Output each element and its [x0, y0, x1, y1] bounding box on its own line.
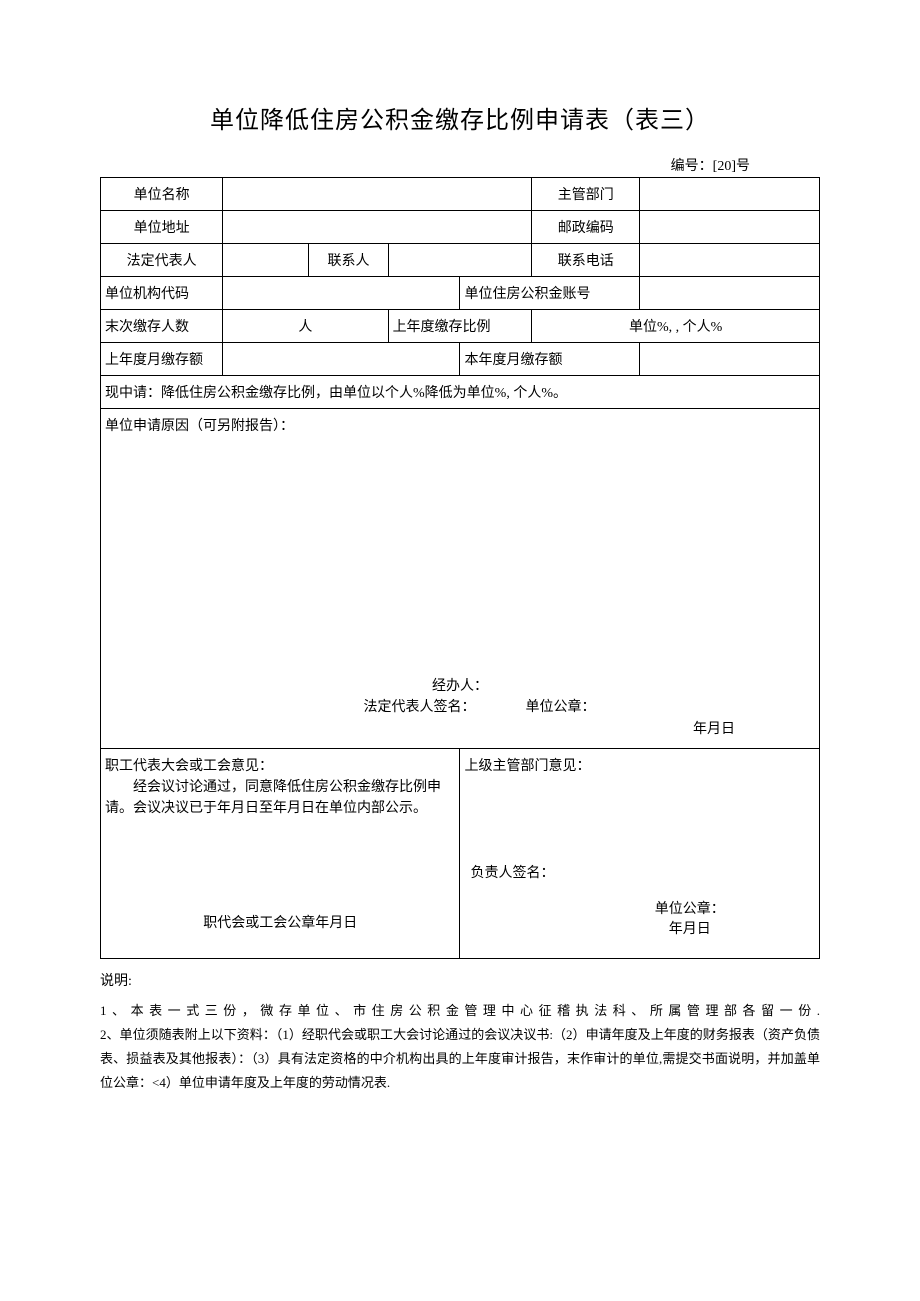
superior-stamp: 单位公章： — [464, 898, 815, 918]
label-legal-rep: 法定代表人 — [101, 244, 223, 277]
handler-label: 经办人： — [105, 675, 815, 695]
superior-title: 上级主管部门意见： — [464, 755, 815, 775]
label-fund-account: 单位住房公积金账号 — [460, 277, 640, 310]
field-last-year-ratio[interactable]: 单位%, , 个人% — [532, 310, 820, 343]
application-form-table: 单位名称 主管部门 单位地址 邮政编码 法定代表人 联系人 联系电话 单位机构代… — [100, 177, 820, 959]
field-department[interactable] — [640, 178, 820, 211]
label-unit-address: 单位地址 — [101, 211, 223, 244]
label-contact: 联系人 — [309, 244, 388, 277]
field-org-code[interactable] — [223, 277, 460, 310]
label-last-count: 末次缴存人数 — [101, 310, 223, 343]
label-postcode: 邮政编码 — [532, 211, 640, 244]
union-body: 经会议讨论通过，同意降低住房公积金缴存比例申请。会议决议已于年月日至年月日在单位… — [105, 777, 455, 819]
notes-title: 说明: — [100, 969, 820, 995]
field-last-count[interactable]: 人 — [223, 310, 388, 343]
superior-opinion-cell[interactable]: 上级主管部门意见： 负责人签名： 单位公章： 年月日 — [460, 749, 820, 959]
field-unit-name[interactable] — [223, 178, 532, 211]
label-department: 主管部门 — [532, 178, 640, 211]
label-last-year-ratio: 上年度缴存比例 — [388, 310, 532, 343]
field-legal-rep[interactable] — [223, 244, 309, 277]
field-this-year-monthly[interactable] — [640, 343, 820, 376]
sign-date: 年月日 — [693, 718, 735, 738]
field-postcode[interactable] — [640, 211, 820, 244]
note-item-2: 2、单位须随表附上以下资料：（1）经职代会或职工大会讨论通过的会议决议书:（2）… — [100, 1023, 820, 1095]
union-stamp: 职代会或工会公章年月日 — [105, 912, 455, 932]
field-last-year-monthly[interactable] — [223, 343, 460, 376]
field-fund-account[interactable] — [640, 277, 820, 310]
reason-cell[interactable]: 单位申请原因（可另附报告）： 经办人： 法定代表人签名： 单位公章： 年月日 — [101, 409, 820, 749]
notes-section: 说明: 1、本表一式三份，微存单位、市住房公积金管理中心征稽执法科、所属管理部各… — [100, 969, 820, 1095]
field-contact[interactable] — [388, 244, 532, 277]
label-org-code: 单位机构代码 — [101, 277, 223, 310]
label-unit-name: 单位名称 — [101, 178, 223, 211]
note-item-1: 1、本表一式三份，微存单位、市住房公积金管理中心征稽执法科、所属管理部各留一份. — [100, 999, 820, 1023]
legal-sign-label: 法定代表人签名： — [105, 696, 496, 716]
union-opinion-cell[interactable]: 职工代表大会或工会意见： 经会议讨论通过，同意降低住房公积金缴存比例申请。会议决… — [101, 749, 460, 959]
apply-text-row: 现中请：降低住房公积金缴存比例，由单位以个人%降低为单位%, 个人%。 — [101, 376, 820, 409]
superior-date: 年月日 — [464, 918, 815, 938]
reason-title: 单位申请原因（可另附报告）： — [105, 415, 815, 435]
label-last-year-monthly: 上年度月缴存额 — [101, 343, 223, 376]
unit-stamp-label: 单位公章： — [496, 696, 816, 716]
form-title: 单位降低住房公积金缴存比例申请表（表三） — [100, 100, 820, 135]
field-unit-address[interactable] — [223, 211, 532, 244]
union-title: 职工代表大会或工会意见： — [105, 755, 455, 775]
field-phone[interactable] — [640, 244, 820, 277]
label-this-year-monthly: 本年度月缴存额 — [460, 343, 640, 376]
superior-sign: 负责人签名： — [470, 862, 554, 882]
label-phone: 联系电话 — [532, 244, 640, 277]
doc-number: 编号：[20]号 — [100, 155, 820, 175]
